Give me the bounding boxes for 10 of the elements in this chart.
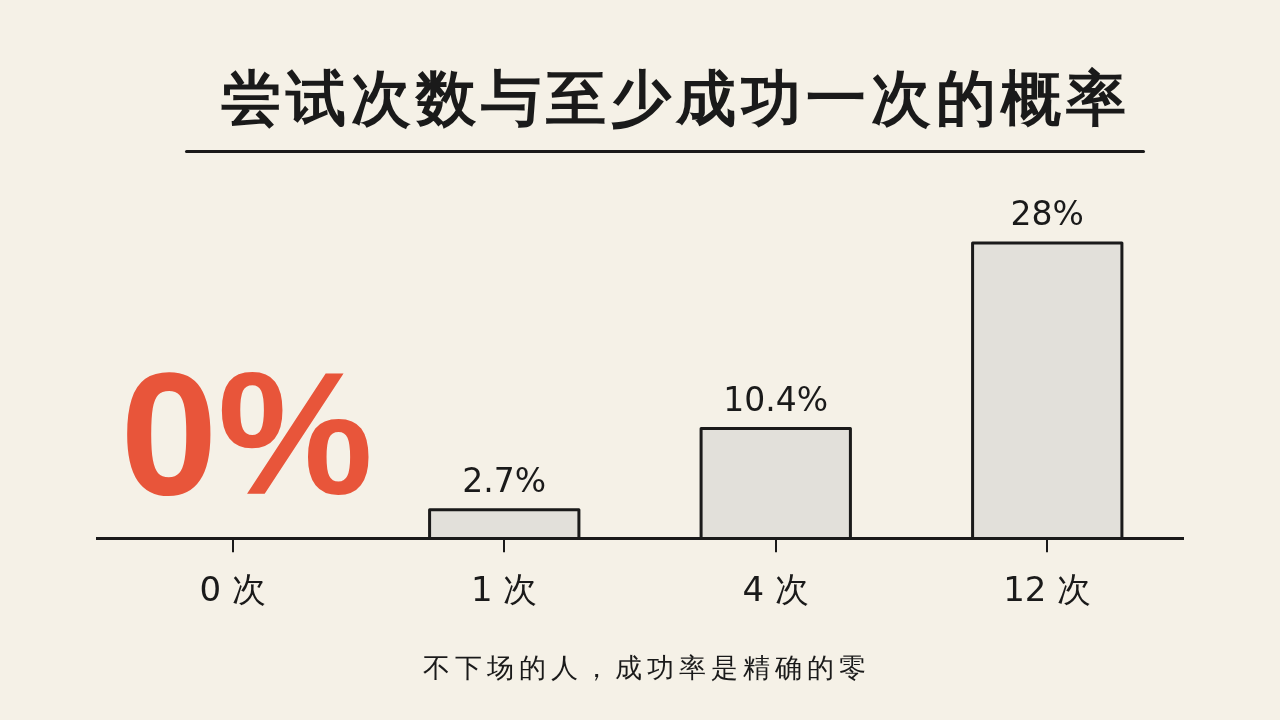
data-label: 28% xyxy=(1010,194,1084,233)
text: 不下场的人，成功率是精确的零 xyxy=(422,651,872,685)
data-label: 0% xyxy=(120,336,374,532)
x-tick-label: 12 次 xyxy=(1003,569,1092,610)
chart-title: 尝试次数与至少成功一次的概率 xyxy=(220,62,1132,135)
data-label: 2.7% xyxy=(462,460,547,500)
x-tick-label: 4 次 xyxy=(742,569,809,610)
data-label: 10.4% xyxy=(723,379,829,419)
x-tick-label: 1 次 xyxy=(471,569,538,610)
x-tick-label: 0 次 xyxy=(199,569,266,610)
